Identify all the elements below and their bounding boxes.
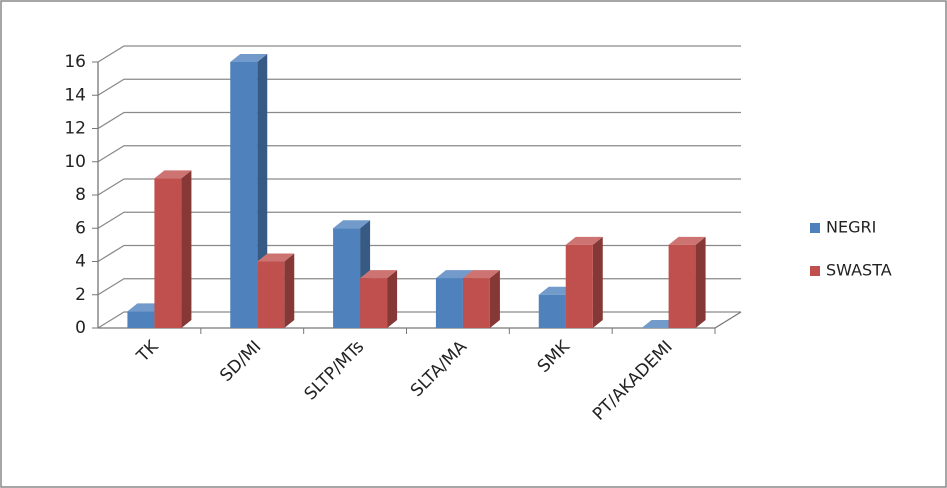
bar <box>538 294 566 328</box>
y-tick-label: 8 <box>75 185 86 205</box>
bar <box>360 278 388 328</box>
bar-side <box>284 253 295 328</box>
bar-top <box>462 270 500 279</box>
bar <box>154 178 182 328</box>
bar <box>257 261 285 328</box>
grid-line <box>97 45 741 63</box>
bar-top <box>257 253 295 262</box>
bar <box>127 311 155 328</box>
grid-line <box>97 311 741 329</box>
grid-line <box>97 278 741 296</box>
y-tick-label: 10 <box>64 152 86 172</box>
bar <box>462 278 490 328</box>
bar-top <box>333 220 371 229</box>
legend: NEGRI SWASTA <box>810 218 892 280</box>
grid-line <box>97 111 741 130</box>
y-tick-label: 2 <box>75 285 86 305</box>
grid-line <box>97 145 741 163</box>
legend-swatch <box>810 223 820 233</box>
y-tick-label: 0 <box>75 318 86 338</box>
bar-top <box>360 270 398 279</box>
y-tick-label: 16 <box>64 52 86 72</box>
bar-top <box>230 54 268 62</box>
grid-line <box>97 78 741 96</box>
legend-swatch <box>810 266 820 276</box>
bar-top <box>565 236 603 245</box>
legend-label: SWASTA <box>826 261 892 280</box>
bar-side <box>181 170 192 328</box>
bar-top <box>154 170 192 179</box>
grid-line <box>97 244 741 263</box>
bar-top <box>668 236 706 245</box>
bar <box>565 244 593 328</box>
y-tick-label: 14 <box>64 85 86 105</box>
y-tick-label: 4 <box>75 252 86 272</box>
grid-line <box>97 211 741 229</box>
bar-side <box>695 236 706 328</box>
bar <box>668 244 696 328</box>
y-tick-label: 12 <box>64 119 86 139</box>
bar <box>333 228 361 328</box>
bar <box>230 62 258 328</box>
legend-label: NEGRI <box>826 218 876 237</box>
bar-top <box>435 270 473 279</box>
bar-side <box>387 270 398 328</box>
bar-side <box>592 236 603 328</box>
bar-side <box>489 270 500 328</box>
bar <box>435 278 463 328</box>
y-tick-label: 6 <box>75 218 86 238</box>
grid-line <box>97 178 741 196</box>
